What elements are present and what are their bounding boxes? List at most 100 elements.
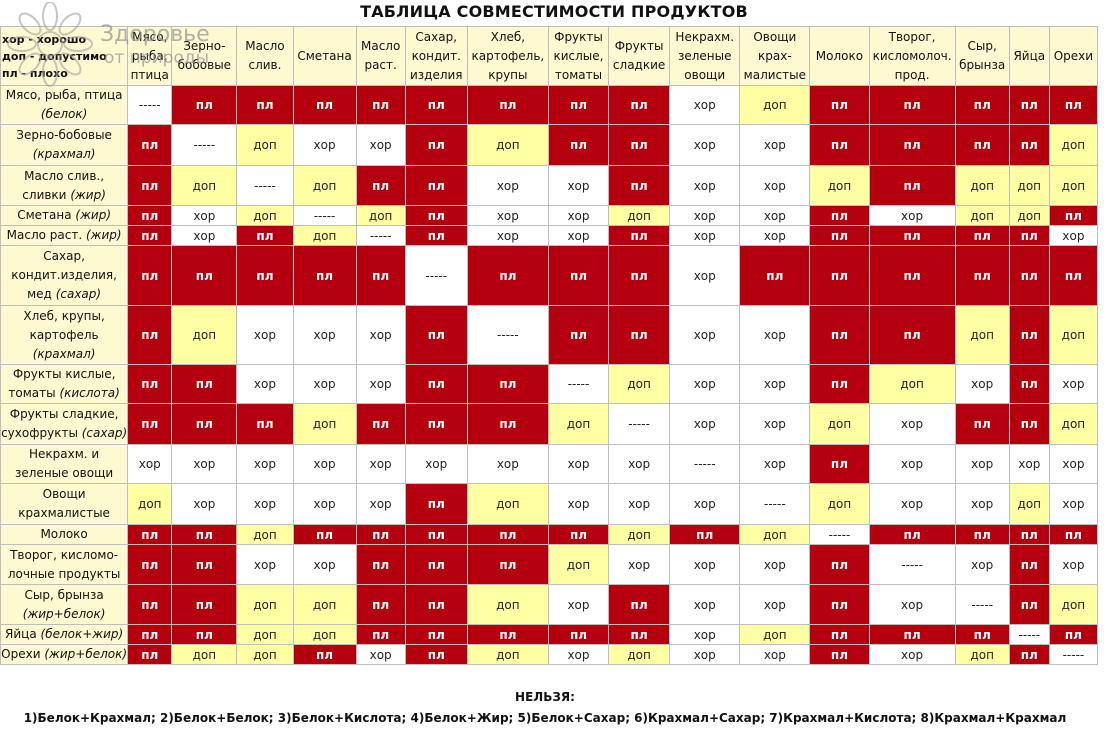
compat-cell: ----- — [547, 364, 610, 404]
compat-cell: хор — [739, 305, 811, 365]
row-label: Фрукты сладкие, сухофрукты — [1, 407, 119, 440]
compat-cell: доп — [739, 524, 811, 545]
compat-cell: пл — [608, 85, 671, 125]
compat-cell: хор — [608, 483, 671, 525]
compat-cell: пл — [404, 225, 468, 246]
table-row: Яйца (белок+жир) пл пл доп доп пл пл пл пл пл хор д… — [0, 624, 1099, 645]
compat-cell: пл — [127, 225, 173, 246]
legend-acceptable: доп - допустимо — [2, 49, 107, 63]
compat-cell: пл — [1008, 85, 1050, 125]
compat-cell: пл — [954, 524, 1010, 545]
compat-cell: хор — [739, 205, 811, 226]
compat-cell: хор — [466, 225, 549, 246]
row-label: Молоко — [40, 527, 88, 541]
compat-cell: ----- — [171, 124, 238, 166]
compat-cell: пл — [809, 225, 870, 246]
compat-cell: хор — [355, 364, 406, 404]
row-header: Масло слив., сливки (жир) — [0, 165, 129, 206]
column-header: Сахар, кондит. изделия — [404, 26, 468, 86]
compat-cell: пл — [547, 624, 610, 645]
compat-cell: доп — [355, 205, 406, 226]
compat-cell: пл — [809, 85, 870, 125]
row-header: Орехи (жир+белок) — [0, 644, 129, 665]
compat-cell: хор — [608, 544, 671, 585]
compat-cell: пл — [466, 624, 549, 645]
row-header: Сыр, брынза (жир+белок) — [0, 584, 129, 625]
row-label: Хлеб, крупы, картофель — [23, 308, 105, 342]
row-label: Овощи крахмалистые — [18, 487, 110, 520]
compat-cell: пл — [171, 245, 238, 306]
compat-cell: доп — [292, 225, 357, 246]
compat-cell: пл — [171, 403, 238, 445]
compat-cell: пл — [868, 624, 956, 645]
compat-cell: пл — [404, 524, 468, 545]
compat-cell: пл — [1008, 305, 1050, 365]
compat-cell: пл — [809, 624, 870, 645]
compat-cell: доп — [292, 403, 357, 445]
table-row: Масло слив., сливки (жир) пл доп ----- доп пл… — [0, 165, 1099, 206]
compat-cell: доп — [236, 124, 294, 166]
compat-cell: хор — [547, 584, 610, 625]
compat-cell: пл — [466, 524, 549, 545]
compat-cell: хор — [669, 305, 741, 365]
row-header: Творог, кисломо-лочные продукты — [0, 544, 129, 585]
compat-cell: пл — [127, 403, 173, 445]
compat-cell: пл — [127, 245, 173, 306]
compat-cell: хор — [868, 444, 956, 484]
compat-cell: хор — [292, 364, 357, 404]
compat-cell: ----- — [669, 444, 741, 484]
table-row: Масло раст. (жир) пл хор пл доп ----- пл хор хор… — [0, 225, 1099, 246]
compat-cell: хор — [954, 444, 1010, 484]
compat-cell: пл — [292, 644, 357, 665]
compat-cell: хор — [404, 444, 468, 484]
compat-cell: ----- — [236, 165, 294, 206]
compat-cell: доп — [739, 85, 811, 125]
compat-cell: хор — [1048, 444, 1099, 484]
compat-cell: хор — [1048, 483, 1099, 525]
compat-cell: пл — [868, 124, 956, 166]
row-note: (крахмал) — [32, 346, 96, 361]
compat-cell: хор — [954, 483, 1010, 525]
compat-cell: пл — [404, 364, 468, 404]
compat-cell: ----- — [292, 205, 357, 226]
compat-cell: пл — [171, 544, 238, 585]
compat-cell: хор — [355, 483, 406, 525]
compat-cell: пл — [1048, 85, 1099, 125]
compat-cell: пл — [127, 124, 173, 166]
table-row: Хлеб, крупы, картофель (крахмал) пл доп хор… — [0, 305, 1099, 365]
compat-cell: пл — [868, 225, 956, 246]
compat-cell: пл — [954, 403, 1010, 445]
row-note: (жир+белок) — [22, 606, 106, 621]
column-header: Некрахм. зеленые овощи — [669, 26, 741, 86]
row-header: Молоко — [0, 524, 129, 545]
row-label: Мясо, рыба, птица — [5, 88, 123, 102]
row-header: Хлеб, крупы, картофель (крахмал) — [0, 305, 129, 365]
compat-cell: пл — [809, 205, 870, 226]
compat-cell: хор — [1048, 544, 1099, 585]
compat-cell: хор — [236, 444, 294, 484]
compat-cell: ----- — [355, 225, 406, 246]
column-header: Фрукты кислые, томаты — [547, 26, 610, 86]
compat-cell: доп — [466, 483, 549, 525]
compat-cell: пл — [809, 444, 870, 484]
compat-cell: доп — [954, 205, 1010, 226]
compat-cell: пл — [809, 644, 870, 665]
compat-cell: доп — [1008, 205, 1050, 226]
row-note: (сахар) — [81, 426, 128, 440]
legend-cell: хор - хорошо доп - допустимо пл - плохо — [0, 26, 129, 86]
compat-cell: пл — [355, 624, 406, 645]
compat-cell: пл — [809, 245, 870, 306]
table-row: Сахар, кондит.изделия, мед (сахар) пл пл пл… — [0, 245, 1099, 306]
compat-cell: пл — [868, 165, 956, 206]
compat-cell: пл — [466, 85, 549, 125]
row-note: (жир) — [70, 187, 106, 202]
row-header: Сахар, кондит.изделия, мед (сахар) — [0, 245, 129, 306]
compat-cell: доп — [292, 624, 357, 645]
table-row: Орехи (жир+белок) пл доп доп пл хор пл доп хор до… — [0, 644, 1099, 665]
compat-cell: пл — [171, 364, 238, 404]
compat-cell: пл — [1008, 584, 1050, 625]
compat-cell: пл — [669, 524, 741, 545]
table-row: Творог, кисломо-лочные продукты пл пл хор хо… — [0, 544, 1099, 585]
compat-cell: хор — [954, 364, 1010, 404]
compat-cell: пл — [809, 364, 870, 404]
